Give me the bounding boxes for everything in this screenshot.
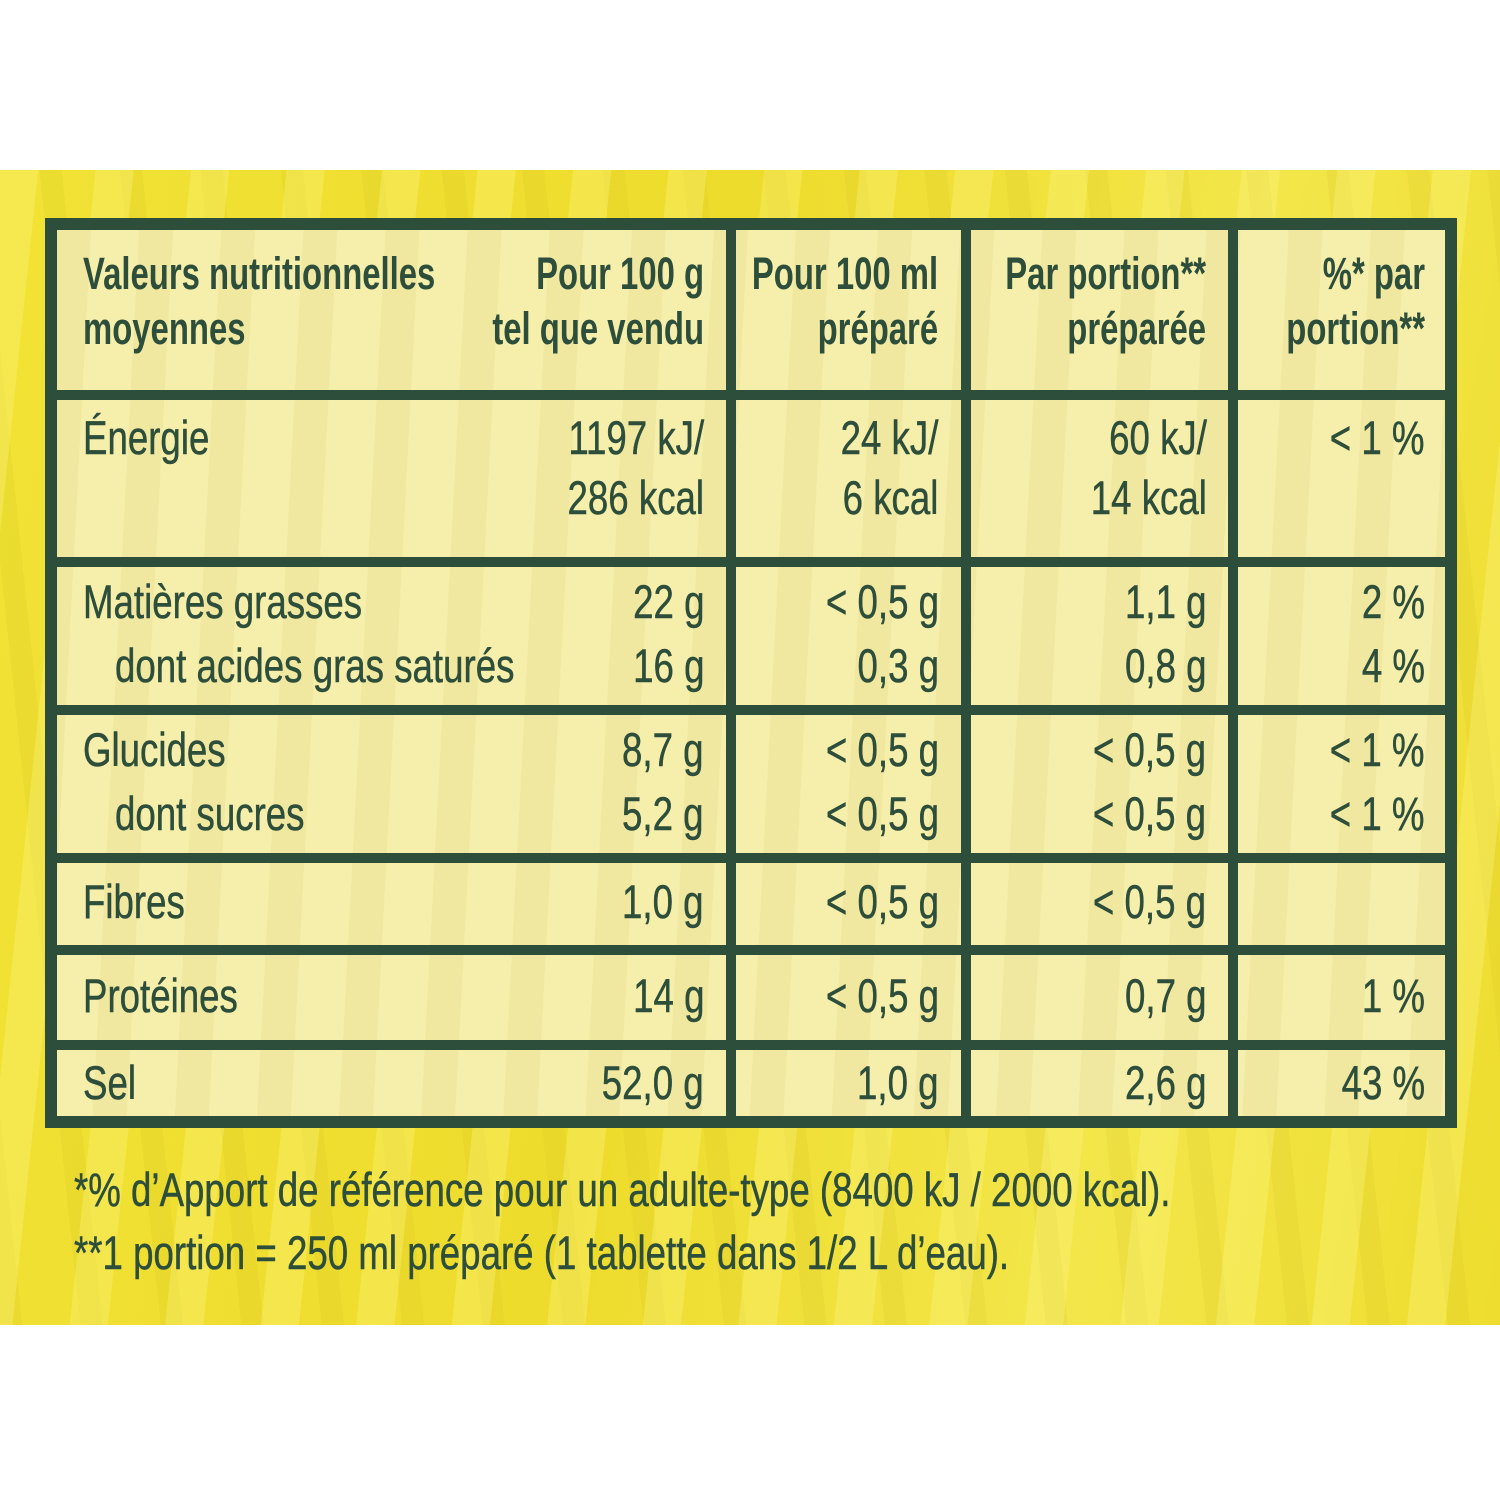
nutrient-label: Matières grasses (83, 575, 363, 629)
value-pct-portion: 2 % 4 % (1361, 575, 1426, 693)
cell-prot-label-100g: Protéines 14 g (57, 955, 726, 1040)
footnote-portion-definition: **1 portion = 250 ml préparé (1 tablette… (74, 1221, 1480, 1284)
value-per-100g: 8,7 g (622, 723, 705, 777)
value-pct-portion: 1 % (1361, 969, 1426, 1023)
nutrient-label: Glucides (83, 723, 226, 777)
line-matieres-grasses: Matières grasses 22 g (83, 570, 704, 634)
value-pct-portion: < 1 % (1330, 411, 1425, 465)
cell-glu-label-100g: Glucides 8,7 g dont sucres 5,2 g (57, 715, 726, 853)
cell-glu-portion: < 0,5 g < 0,5 g (960, 715, 1229, 853)
cell-glu-pct: < 1 % < 1 % (1228, 715, 1445, 853)
table-row-energie: Énergie 1197 kJ/ 286 kcal 24 kJ/ 6 kcal … (57, 390, 1445, 557)
cell-fib-portion: < 0,5 g (960, 863, 1229, 945)
line-dont-sucres: dont sucres 5,2 g (83, 782, 704, 846)
cell-sel-portion: 2,6 g (960, 1050, 1229, 1116)
cell-prot-portion: 0,7 g (960, 955, 1229, 1040)
value-pct-portion: 43 % (1341, 1056, 1425, 1110)
cell-fib-100ml: < 0,5 g (726, 863, 961, 945)
cell-prot-100ml: < 0,5 g (726, 955, 961, 1040)
table-row-fibres: Fibres 1,0 g < 0,5 g < 0,5 g (57, 853, 1445, 945)
header-cell-values: Valeurs nutritionnelles moyennes Pour 10… (57, 230, 726, 390)
value-per-100ml: 1,0 g (857, 1056, 939, 1110)
cell-energie-100ml: 24 kJ/ 6 kcal (726, 400, 961, 557)
value-per-100ml: < 0,5 g (825, 875, 939, 929)
cell-mg-portion: 1,1 g 0,8 g (960, 567, 1229, 705)
value-per-100g: 1197 kJ/ (568, 411, 705, 465)
value-per-portion: < 0,5 g (1093, 875, 1207, 929)
table-row-sel: Sel 52,0 g 1,0 g 2,6 g 43 % (57, 1040, 1445, 1116)
header-cell-per-100ml: Pour 100 ml préparé (726, 230, 961, 390)
value-per-100ml: < 0,5 g (825, 969, 939, 1023)
cell-energie-label-100g: Énergie 1197 kJ/ 286 kcal (57, 400, 726, 557)
col-header-per-portion: Par portion** préparée (1005, 248, 1207, 354)
value-per-portion: 60 kJ/ 14 kcal (1090, 411, 1207, 525)
value-per-100ml: < 0,5 g 0,3 g (825, 575, 939, 693)
nutrient-sublabel: dont sucres (115, 787, 305, 841)
nutrient-label: Protéines (83, 969, 238, 1023)
value-pct-portion: < 1 % < 1 % (1330, 723, 1425, 841)
value-per-100g: 52,0 g (602, 1056, 705, 1110)
value-per-portion: 2,6 g (1124, 1056, 1207, 1110)
cell-energie-portion: 60 kJ/ 14 kcal (960, 400, 1229, 557)
value-per-100g: 14 g (632, 969, 705, 1023)
nutrient-label: Énergie (83, 411, 210, 465)
table-title: Valeurs nutritionnelles moyennes (83, 248, 436, 354)
col-header-per-100g: Pour 100 g tel que vendu (492, 248, 705, 354)
line-acides-gras-satures: dont acides gras saturés 16 g (83, 634, 704, 698)
cell-sel-label-100g: Sel 52,0 g (57, 1050, 726, 1116)
header-cell-pct-portion: %* par portion** (1228, 230, 1445, 390)
value-per-100g: 1,0 g (622, 875, 705, 929)
cell-fib-label-100g: Fibres 1,0 g (57, 863, 726, 945)
value-per-100ml: 24 kJ/ 6 kcal (840, 411, 939, 525)
footnote-reference-intake: *% d’Apport de référence pour un adulte-… (74, 1158, 1480, 1221)
line-fibres: Fibres 1,0 g (83, 872, 704, 932)
value-per-100g: 286 kcal (567, 471, 705, 525)
table-header-row: Valeurs nutritionnelles moyennes Pour 10… (57, 230, 1445, 390)
value-per-100ml: < 0,5 g < 0,5 g (825, 723, 939, 841)
col-header-pct-portion: %* par portion** (1286, 248, 1425, 354)
table-row-matieres-grasses: Matières grasses 22 g dont acides gras s… (57, 557, 1445, 705)
footnote-reference-intake-text: *% d’Apport de référence pour un adulte-… (74, 1163, 1171, 1217)
value-per-100g: 22 g (632, 575, 705, 629)
value-per-portion: 1,1 g 0,8 g (1124, 575, 1207, 693)
line-energie-kcal: 286 kcal (83, 468, 704, 528)
nutrient-label: Fibres (83, 875, 185, 929)
cell-mg-pct: 2 % 4 % (1228, 567, 1445, 705)
cell-energie-pct: < 1 % (1228, 400, 1445, 557)
cell-sel-100ml: 1,0 g (726, 1050, 961, 1116)
cell-mg-100ml: < 0,5 g 0,3 g (726, 567, 961, 705)
table-row-proteines: Protéines 14 g < 0,5 g 0,7 g 1 % (57, 945, 1445, 1040)
cell-prot-pct: 1 % (1228, 955, 1445, 1040)
cell-mg-label-100g: Matières grasses 22 g dont acides gras s… (57, 567, 726, 705)
line-energie: Énergie 1197 kJ/ (83, 408, 704, 468)
nutrition-facts-table: Valeurs nutritionnelles moyennes Pour 10… (45, 218, 1457, 1128)
footnotes: *% d’Apport de référence pour un adulte-… (74, 1158, 1480, 1284)
packaging-yellow-background: Valeurs nutritionnelles moyennes Pour 10… (0, 170, 1500, 1325)
footnote-portion-definition-text: **1 portion = 250 ml préparé (1 tablette… (74, 1226, 1010, 1280)
value-per-portion: < 0,5 g < 0,5 g (1093, 723, 1207, 841)
line-glucides: Glucides 8,7 g (83, 718, 704, 782)
line-sel: Sel 52,0 g (83, 1055, 704, 1111)
value-per-portion: 0,7 g (1124, 969, 1207, 1023)
table-row-glucides: Glucides 8,7 g dont sucres 5,2 g < 0,5 g… (57, 705, 1445, 853)
nutrient-label: Sel (83, 1056, 136, 1110)
value-per-100g: 5,2 g (622, 787, 705, 841)
cell-fib-pct (1228, 863, 1445, 945)
col-header-per-100ml: Pour 100 ml préparé (752, 248, 939, 354)
header-cell-per-portion: Par portion** préparée (960, 230, 1229, 390)
value-per-100g: 16 g (632, 639, 705, 693)
cell-sel-pct: 43 % (1228, 1050, 1445, 1116)
line-proteines: Protéines 14 g (83, 966, 704, 1026)
nutrient-sublabel: dont acides gras saturés (115, 639, 515, 693)
cell-glu-100ml: < 0,5 g < 0,5 g (726, 715, 961, 853)
